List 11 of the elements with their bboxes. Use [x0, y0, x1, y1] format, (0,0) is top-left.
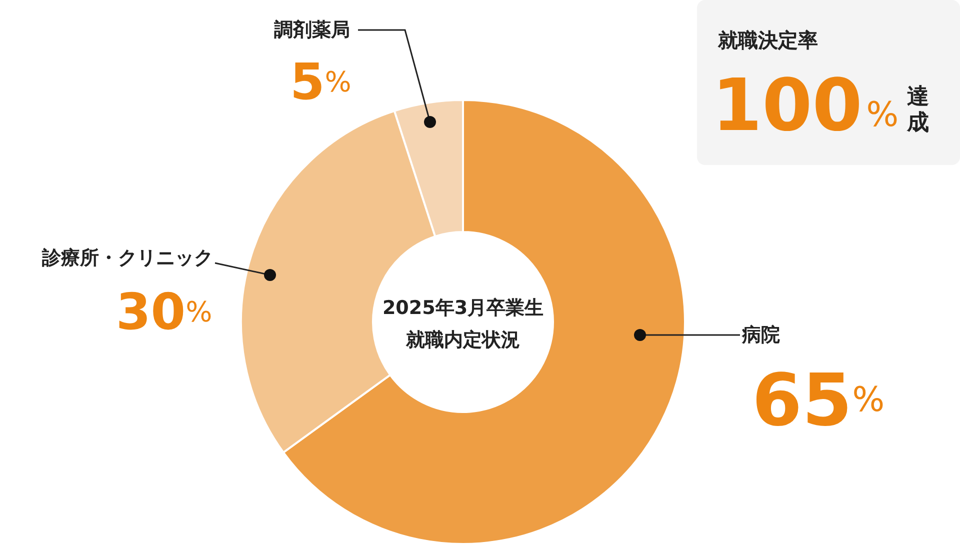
- data-label: 65%: [752, 358, 885, 442]
- slice-label: 病院: [741, 324, 780, 346]
- text: 100%: [712, 63, 899, 147]
- text: 就職内定状況: [405, 329, 520, 351]
- text: 2025年3月卒業生: [382, 297, 544, 319]
- text: 達成: [906, 84, 929, 136]
- data-label: 30%: [116, 283, 212, 341]
- slice-label: 調剤薬局: [274, 19, 350, 41]
- data-label: 5%: [290, 53, 352, 111]
- slice-label: 診療所・クリニック: [41, 247, 213, 269]
- text: 就職決定率: [717, 28, 818, 52]
